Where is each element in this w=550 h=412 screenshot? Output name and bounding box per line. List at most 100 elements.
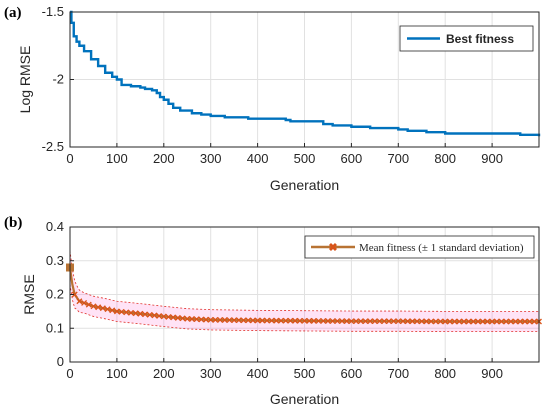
- x-tick-label: 400: [247, 366, 269, 381]
- mean-marker: [390, 318, 397, 325]
- mean-marker: [184, 315, 191, 322]
- mean-marker: [395, 318, 402, 325]
- mean-marker: [320, 318, 327, 324]
- mean-marker: [503, 318, 510, 325]
- y-axis-title-b: RMSE: [21, 274, 37, 314]
- mean-marker: [174, 314, 181, 321]
- legend-marker-b: ✖: [328, 242, 337, 254]
- mean-marker: [264, 317, 270, 324]
- x-tick-label: 800: [434, 151, 456, 166]
- mean-marker: [76, 298, 83, 305]
- mean-marker: [282, 317, 289, 324]
- mean-marker: [128, 309, 134, 316]
- y-tick-label: -2.5: [42, 139, 64, 154]
- mean-marker: [287, 317, 294, 324]
- mean-marker: [278, 317, 285, 324]
- mean-marker: [273, 317, 280, 324]
- mean-marker: [376, 318, 383, 325]
- mean-marker: [475, 318, 481, 325]
- series-a: [70, 10, 541, 137]
- mean-marker: [367, 318, 374, 325]
- x-tick-label: 300: [200, 151, 222, 166]
- mean-marker: [470, 318, 477, 325]
- mean-marker: [104, 306, 111, 313]
- mean-marker: [160, 313, 167, 320]
- mean-marker: [456, 318, 463, 325]
- mean-marker: [404, 318, 411, 325]
- std-lower-line: [69, 284, 539, 333]
- mean-marker: [432, 318, 439, 325]
- mean-marker: [371, 318, 378, 325]
- mean-marker: [362, 318, 369, 325]
- mean-marker: [85, 301, 92, 308]
- x-tick-label: 600: [341, 151, 363, 166]
- mean-marker: [156, 312, 163, 319]
- legend-a: Best fitness: [399, 25, 534, 52]
- mean-marker: [498, 318, 505, 325]
- mean-marker: [226, 317, 233, 324]
- y-tick-label: 0.2: [46, 287, 64, 302]
- y-tick-label: -2: [52, 72, 64, 87]
- y-ticks-b: 0 0.1 0.2 0.3 0.4: [46, 219, 74, 369]
- x-tick-label: 500: [294, 151, 316, 166]
- mean-marker: [329, 318, 336, 324]
- mean-marker: [315, 317, 322, 324]
- mean-marker: [414, 318, 421, 325]
- mean-marker: [493, 318, 500, 325]
- series-b: [66, 263, 542, 325]
- mean-marker: [465, 318, 472, 325]
- x-tick-label: 0: [66, 366, 73, 381]
- mean-marker: [221, 317, 228, 323]
- legend-label-a: Best fitness: [446, 32, 514, 46]
- y-axis-title-a: Log RMSE: [17, 46, 33, 114]
- mean-marker: [526, 318, 533, 325]
- mean-marker: [249, 317, 256, 324]
- mean-marker: [240, 317, 247, 324]
- mean-marker: [324, 318, 331, 324]
- x-tick-label: 200: [153, 151, 175, 166]
- panel-a: (a) 0 100 200 300 400 500 600 700 800 900 -2.5-2-…: [4, 4, 541, 193]
- mean-marker: [301, 317, 308, 324]
- mean-marker: [113, 308, 120, 315]
- mean-marker: [306, 317, 313, 324]
- x-tick-label: 200: [153, 366, 175, 381]
- mean-marker: [292, 317, 299, 324]
- mean-marker: [203, 316, 209, 323]
- mean-marker: [437, 318, 444, 325]
- mean-marker: [353, 318, 360, 325]
- x-tick-label: 800: [434, 366, 456, 381]
- mean-marker: [109, 307, 116, 314]
- mean-marker: [151, 312, 158, 319]
- std-upper-line: [69, 250, 539, 312]
- mean-marker: [357, 318, 364, 325]
- x-tick-label: 900: [481, 366, 503, 381]
- mean-marker: [428, 318, 435, 325]
- y-tick-label: 0.4: [46, 219, 64, 234]
- mean-marker: [132, 310, 139, 317]
- mean-marker: [142, 311, 148, 318]
- mean-marker: [165, 313, 172, 320]
- y-tick-label: 0.1: [46, 320, 64, 335]
- mean-marker: [146, 311, 153, 318]
- x-tick-label: 400: [247, 151, 269, 166]
- best-fitness-line: [70, 10, 541, 137]
- mean-marker: [245, 317, 252, 324]
- mean-marker: [334, 318, 341, 325]
- mean-marker: [385, 318, 392, 325]
- mean-marker: [451, 318, 458, 325]
- mean-marker: [339, 318, 345, 325]
- y-tick-label: 0: [57, 354, 64, 369]
- mean-marker: [268, 317, 275, 324]
- x-tick-label: 300: [200, 366, 222, 381]
- x-tick-label: 0: [66, 151, 73, 166]
- mean-marker: [118, 308, 125, 315]
- mean-marker: [512, 318, 519, 325]
- mean-marker: [381, 318, 388, 325]
- y-tick-label: 0.3: [46, 253, 64, 268]
- x-tick-label: 500: [294, 366, 316, 381]
- mean-marker: [170, 314, 177, 321]
- mean-marker: [123, 309, 130, 316]
- legend-label-b: Mean fitness (± 1 standard deviation): [359, 242, 524, 254]
- mean-marker: [484, 318, 491, 325]
